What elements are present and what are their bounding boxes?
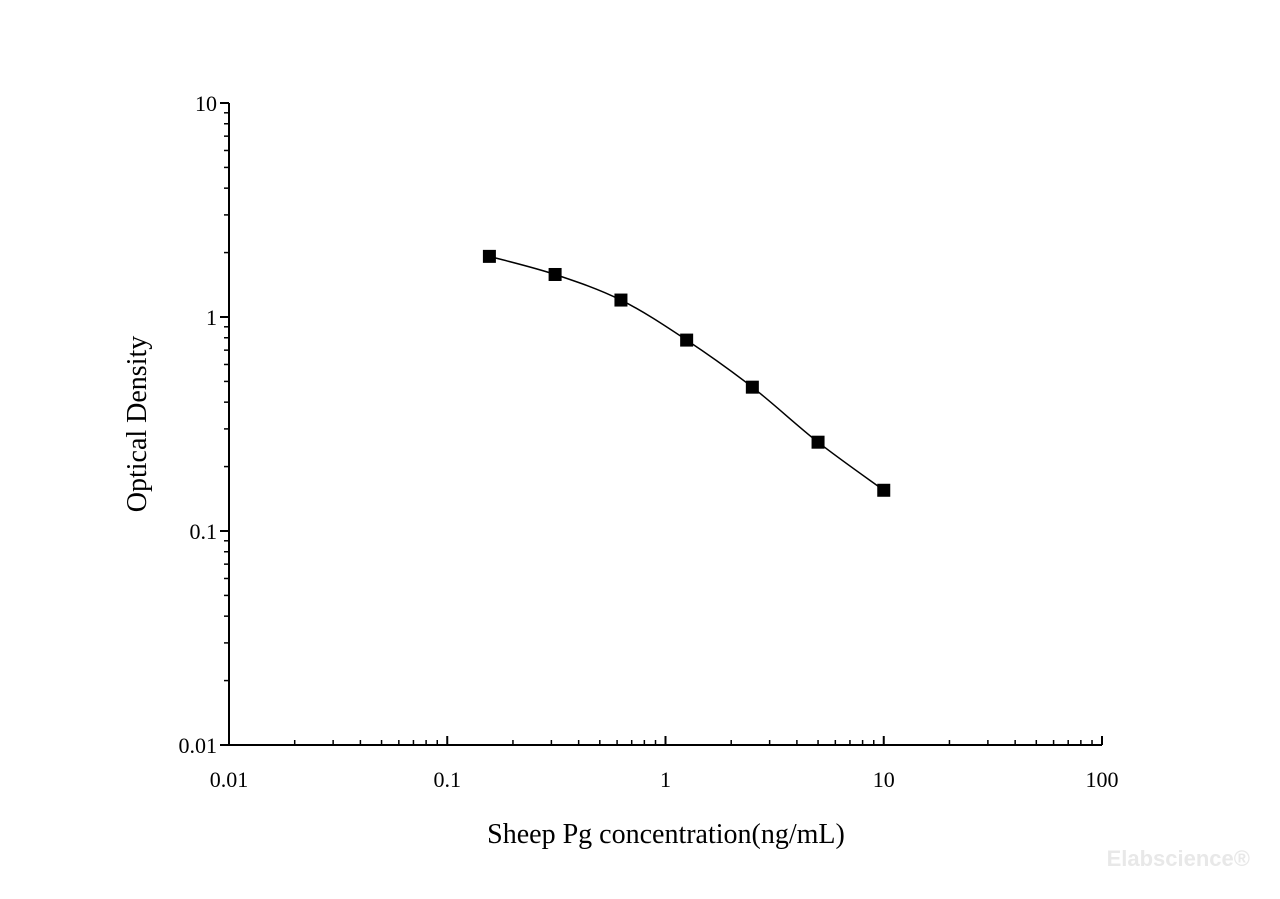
series-line [489,255,885,491]
data-point-marker [745,380,759,394]
y-tick-label: 0.01 [179,733,218,758]
data-point-marker [680,333,694,347]
data-point-marker [811,435,825,449]
minor-ticks [224,112,1093,745]
data-point-marker [614,293,628,307]
x-tick-labels: 0.01 0.1 1 10 100 [210,767,1119,792]
x-tick-label: 0.01 [210,767,249,792]
y-axis-title: Optical Density [122,336,153,513]
y-tick-label: 1 [206,305,217,330]
series-layer [482,249,891,497]
y-tick-labels: 0.01 0.1 1 10 [179,91,218,758]
y-tick-label: 0.1 [190,519,218,544]
data-point-marker [548,267,562,281]
axes [228,103,1102,746]
y-tick-label: 10 [195,91,217,116]
data-point-marker [482,249,496,263]
watermark-logo: Elabscience® [1107,846,1250,871]
x-tick-label: 10 [873,767,895,792]
x-tick-label: 0.1 [434,767,462,792]
data-point-marker [877,483,891,497]
x-axis-title: Sheep Pg concentration(ng/mL) [487,819,845,850]
major-ticks [220,102,1103,746]
x-tick-label: 1 [660,767,671,792]
x-tick-label: 100 [1086,767,1119,792]
